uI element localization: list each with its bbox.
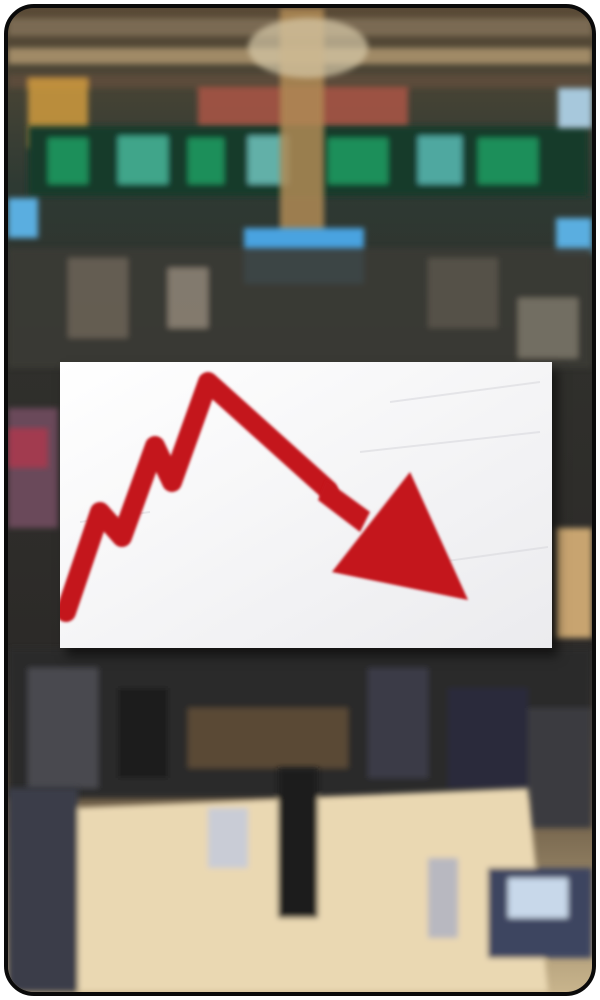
crowd-upper: [8, 248, 592, 368]
trading-floor: [8, 768, 592, 992]
image-card: [4, 4, 596, 996]
trend-line: [60, 372, 338, 622]
crowd-lower: [8, 648, 592, 828]
arrow-head: [332, 472, 468, 600]
downward-trend-arrow-icon: [60, 362, 552, 648]
decline-chart-panel: [60, 362, 552, 648]
